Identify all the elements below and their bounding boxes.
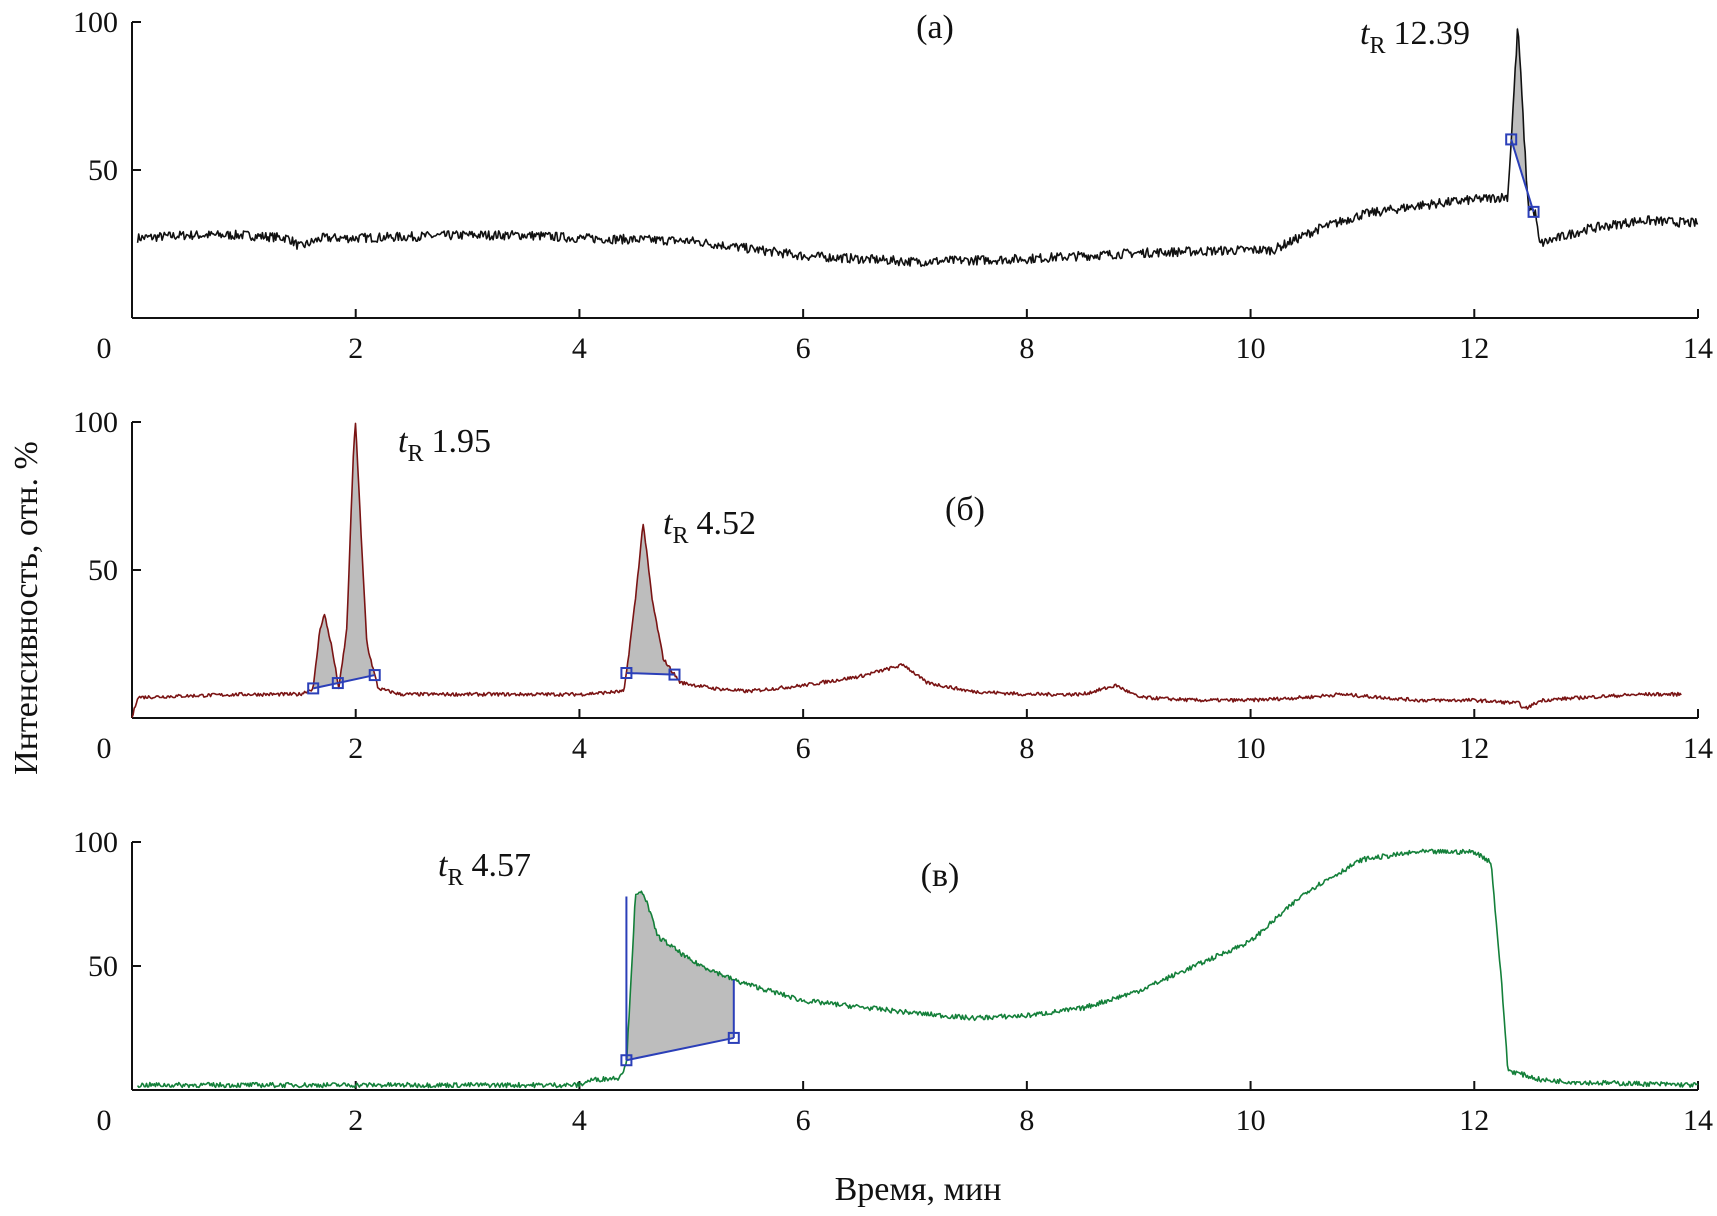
retention-symbol: t xyxy=(438,847,449,884)
retention-subscript: R xyxy=(407,441,423,467)
y-axis-title: Интенсивность, отн. % xyxy=(8,441,45,775)
x-tick-label: 10 xyxy=(1236,332,1266,365)
retention-symbol: t xyxy=(663,505,674,542)
integration-marker xyxy=(727,1031,740,1044)
peak-area xyxy=(313,428,375,689)
chart-panel-a: 0 2 4 6 8 10 12 14 50 100 (а) tR 12.39 xyxy=(73,6,1713,365)
y-tick-label: 50 xyxy=(88,554,118,587)
y-tick-label: 100 xyxy=(73,6,118,39)
x-tick-label: 0 xyxy=(97,732,112,765)
x-tick-label: 10 xyxy=(1236,1104,1266,1137)
panel-label: (в) xyxy=(921,857,960,894)
retention-subscript: R xyxy=(672,523,688,549)
panel-label: (б) xyxy=(945,491,985,528)
integration-baseline xyxy=(1510,139,1535,213)
integration-marker xyxy=(368,669,381,682)
x-axis-title: Время, мин xyxy=(835,1171,1002,1208)
chart-panel-c: 0 2 4 6 8 10 12 14 50 100 (в) tR 4.57 xyxy=(73,826,1713,1137)
x-tick-label: 8 xyxy=(1019,1104,1034,1137)
trace-line xyxy=(131,422,1682,718)
x-tick-label: 0 xyxy=(97,1104,112,1137)
trace-line xyxy=(136,28,1699,268)
retention-time-annotation: tR 1.95 xyxy=(398,423,491,467)
x-tick-label: 6 xyxy=(796,1104,811,1137)
integration-marker xyxy=(620,1054,633,1067)
y-tick-label: 50 xyxy=(88,154,118,187)
peak-area xyxy=(1511,25,1534,212)
retention-value: 1.95 xyxy=(431,423,491,460)
x-tick-label: 2 xyxy=(348,732,363,765)
x-tick-label: 4 xyxy=(572,332,587,365)
y-tick-label: 100 xyxy=(73,826,118,859)
integration-baseline xyxy=(626,672,675,676)
retention-symbol: t xyxy=(1360,15,1371,52)
x-tick-label: 8 xyxy=(1019,332,1034,365)
y-tick-label: 50 xyxy=(88,950,118,983)
retention-subscript: R xyxy=(1369,33,1385,59)
x-tick-label: 6 xyxy=(796,732,811,765)
retention-value: 12.39 xyxy=(1393,15,1470,52)
x-tick-label: 12 xyxy=(1459,732,1489,765)
integration-marker xyxy=(307,682,320,695)
integration-baseline xyxy=(312,674,375,690)
retention-time-annotation: tR 4.52 xyxy=(663,505,756,549)
x-tick-label: 8 xyxy=(1019,732,1034,765)
integration-marker xyxy=(1527,205,1540,218)
peak-area xyxy=(626,892,734,1066)
x-tick-label: 0 xyxy=(97,332,112,365)
x-tick-label: 4 xyxy=(572,1104,587,1137)
integration-marker xyxy=(1505,133,1518,146)
trace-line xyxy=(136,848,1699,1089)
integration-marker xyxy=(331,677,344,690)
x-tick-label: 2 xyxy=(348,1104,363,1137)
retention-value: 4.57 xyxy=(471,847,531,884)
x-tick-label: 14 xyxy=(1683,1104,1713,1137)
x-tick-label: 10 xyxy=(1236,732,1266,765)
retention-subscript: R xyxy=(447,865,463,891)
peak-area xyxy=(626,523,675,675)
integration-marker xyxy=(668,668,681,681)
retention-symbol: t xyxy=(398,423,409,460)
integration-baseline xyxy=(626,1036,734,1062)
retention-time-annotation: tR 12.39 xyxy=(1360,15,1470,59)
x-tick-label: 6 xyxy=(796,332,811,365)
x-tick-label: 2 xyxy=(348,332,363,365)
x-tick-label: 12 xyxy=(1459,1104,1489,1137)
integration-marker xyxy=(620,667,633,680)
x-tick-label: 14 xyxy=(1683,732,1713,765)
retention-value: 4.52 xyxy=(696,505,756,542)
x-tick-label: 14 xyxy=(1683,332,1713,365)
retention-time-annotation: tR 4.57 xyxy=(438,847,531,891)
panel-label: (а) xyxy=(916,9,954,46)
x-tick-label: 4 xyxy=(572,732,587,765)
y-tick-label: 100 xyxy=(73,406,118,439)
x-tick-label: 12 xyxy=(1459,332,1489,365)
